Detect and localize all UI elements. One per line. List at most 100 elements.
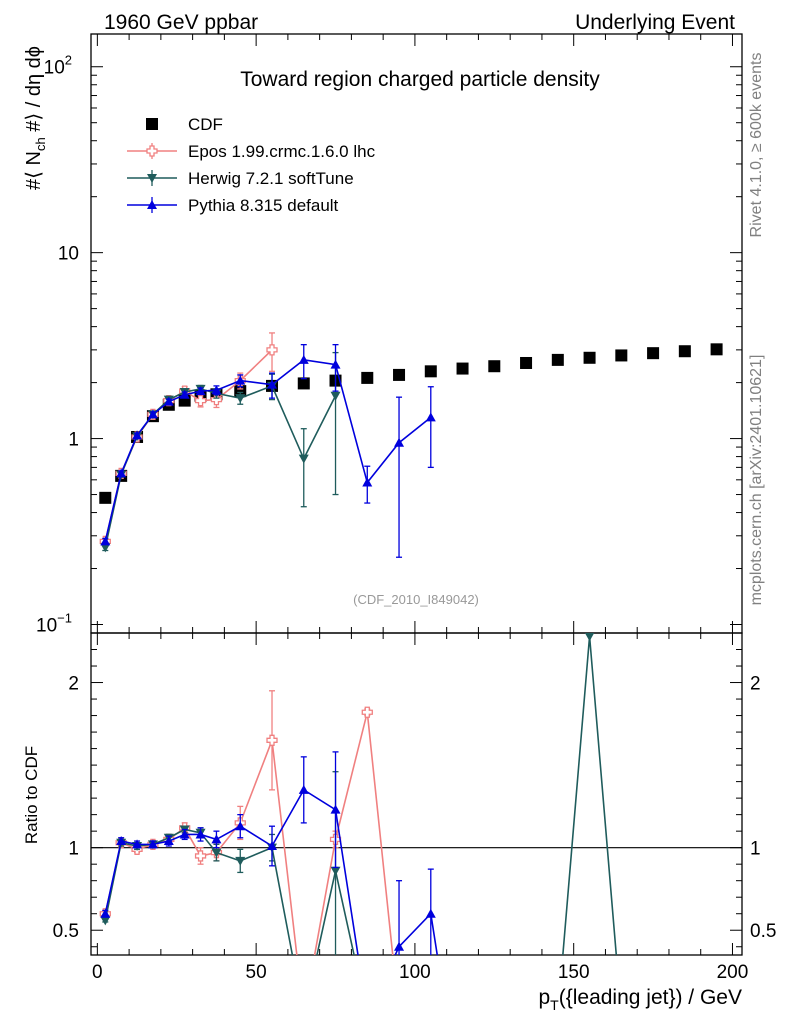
marker-triangle-up: [298, 784, 309, 794]
marker-square: [456, 362, 469, 375]
marker-triangle-up: [147, 839, 158, 849]
legend-item-pythia: Pythia 8.315 default: [127, 196, 339, 215]
ratio-line: [104, 788, 439, 955]
legend-label: Pythia 8.315 default: [188, 196, 339, 215]
marker-triangle-up: [267, 379, 278, 389]
ratio-frame: [90, 632, 743, 956]
marker-triangle-up: [163, 396, 174, 406]
ratio-axis-label: Ratio to CDF: [22, 746, 41, 844]
y-axis-label: #⟨ Nch #⟩ / dη dϕ: [23, 46, 48, 190]
series-pythia: [100, 344, 436, 558]
marker-triangle-up: [132, 839, 143, 849]
series-epos: [99, 332, 278, 548]
y-label-sub: ch: [33, 137, 48, 151]
y-tick-base: 10: [58, 244, 79, 265]
header-left: 1960 GeV ppbar: [104, 11, 258, 34]
y-label-suffix: #⟩ / dη dϕ: [23, 46, 45, 137]
y-tick-base: 10: [36, 615, 57, 636]
marker-square: [583, 351, 596, 364]
series-line: [104, 384, 337, 548]
marker-triangle-up: [235, 821, 246, 831]
marker-triangle-down: [298, 454, 309, 464]
marker-triangle-down: [235, 856, 246, 866]
marker-triangle-up: [195, 386, 206, 396]
marker-square: [361, 371, 374, 384]
y-tick-label: 10: [58, 244, 79, 265]
x-tick-label: 0: [92, 962, 103, 983]
x-tick-label: 200: [717, 962, 749, 983]
marker-triangle-up: [298, 354, 309, 364]
analysis-tag: (CDF_2010_I849042): [353, 592, 479, 607]
x-label-p: p: [538, 986, 550, 1009]
ratio-series-group: [99, 633, 618, 955]
series-cdf: [99, 343, 723, 504]
y-tick-exp: 2: [65, 53, 72, 68]
x-axis-label: pT({leading jet}) / GeV: [538, 986, 742, 1013]
marker-triangle-up: [235, 375, 246, 385]
marker-triangle-up: [116, 468, 127, 478]
ratio-tick-label: 1: [68, 839, 79, 860]
legend-item-cdf: CDF: [146, 115, 223, 134]
marker-triangle-up: [100, 536, 111, 546]
marker-square: [488, 360, 501, 373]
marker-triangle-up: [394, 437, 405, 447]
marker-square: [99, 491, 112, 504]
marker-cross: [194, 850, 207, 862]
x-tick-label: 150: [558, 962, 590, 983]
marker-triangle-down: [330, 866, 341, 876]
ratio-series-herwig: [100, 633, 618, 955]
marker-cross: [146, 145, 158, 157]
rivet-label: Rivet 4.1.0, ≥ 600k events: [748, 53, 765, 238]
marker-square: [551, 353, 564, 366]
marker-triangle-down: [330, 391, 341, 401]
marker-triangle-up: [132, 430, 143, 440]
marker-square: [234, 385, 247, 398]
marker-triangle-up: [163, 836, 174, 846]
marker-triangle-up: [394, 941, 405, 951]
marker-triangle-up: [425, 908, 436, 918]
x-label-sub: T: [550, 997, 559, 1013]
legend-label: Epos 1.99.crmc.1.6.0 lhc: [188, 142, 376, 161]
marker-triangle-up: [425, 412, 436, 422]
marker-triangle-up: [147, 409, 158, 419]
marker-triangle-up: [179, 829, 190, 839]
marker-square: [424, 365, 437, 378]
marker-triangle-up: [330, 359, 341, 369]
ratio-tick-label: 2: [68, 674, 79, 695]
marker-triangle-up: [116, 836, 127, 846]
y-label-prefix: #⟨ N: [23, 151, 45, 190]
y-tick-label: 102: [44, 53, 72, 79]
legend-item-herwig: Herwig 7.2.1 softTune: [127, 169, 354, 188]
marker-triangle-up: [147, 200, 157, 209]
legend-label: Herwig 7.2.1 softTune: [188, 169, 354, 188]
x-tick-label: 100: [399, 962, 431, 983]
marker-square: [647, 347, 660, 360]
marker-cross: [361, 706, 373, 718]
main-series-group: [99, 332, 723, 558]
marker-triangle-up: [211, 834, 222, 844]
marker-triangle-down: [211, 848, 222, 858]
legend: CDF Epos 1.99.crmc.1.6.0 lhc Herwig 7.2.1 …: [127, 115, 376, 215]
marker-square: [297, 377, 310, 390]
x-label-rest: ({leading jet}) / GeV: [559, 986, 742, 1009]
marker-square: [393, 368, 406, 381]
marker-triangle-down: [147, 174, 157, 183]
marker-triangle-up: [195, 829, 206, 839]
legend-label: CDF: [188, 115, 223, 134]
marker-triangle-down: [584, 633, 595, 642]
marker-triangle-up: [100, 908, 111, 918]
ratio-tick-label: 0.5: [53, 921, 79, 942]
marker-cross: [266, 344, 278, 356]
marker-cross: [266, 734, 278, 746]
marker-triangle-up: [267, 841, 278, 851]
y-tick-base: 1: [68, 430, 79, 451]
marker-triangle-down: [100, 543, 111, 553]
marker-square: [710, 343, 723, 356]
y-tick-exp: −1: [57, 610, 72, 625]
marker-triangle-down: [235, 394, 246, 404]
marker-square: [615, 349, 628, 362]
y-tick-base: 10: [44, 58, 65, 79]
